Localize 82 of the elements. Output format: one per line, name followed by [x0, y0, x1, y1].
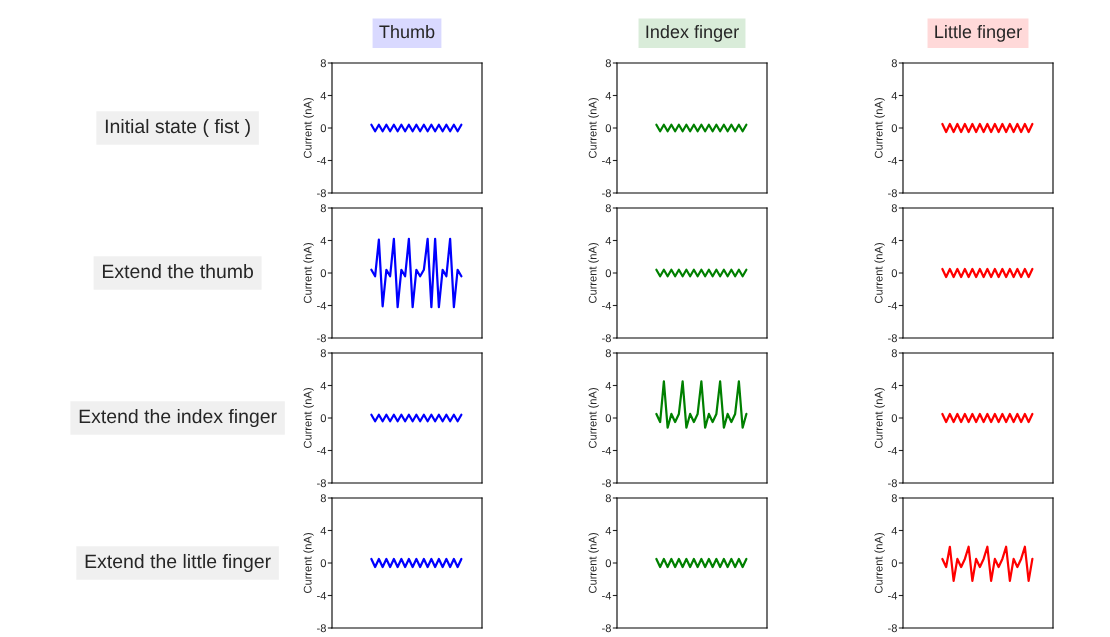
y-tick-label: -4: [317, 301, 327, 310]
y-axis-title: Current (nA): [303, 388, 314, 448]
y-axis-title: Current (nA): [303, 243, 314, 303]
y-tick-label: 4: [605, 381, 612, 390]
y-tick-label: -8: [317, 624, 326, 633]
line-series: [941, 545, 1034, 582]
y-tick-label: 8: [320, 494, 326, 503]
y-tick-label: -8: [602, 479, 611, 488]
y-axis-title: Current (nA): [588, 533, 599, 593]
y-tick-label: -8: [602, 624, 611, 633]
y-tick-label: -8: [317, 479, 326, 488]
y-tick-label: 8: [891, 349, 897, 358]
y-axis-title: Current (nA): [874, 388, 885, 448]
text: Extend the index finger: [79, 408, 277, 428]
y-axis-title: Current (nA): [874, 243, 885, 303]
y-tick-label: 8: [320, 59, 326, 68]
y-tick-label: 4: [320, 91, 327, 100]
y-tick-label: 8: [891, 59, 897, 68]
chart-title: Index finger: [646, 24, 739, 42]
y-tick-label: -4: [317, 446, 327, 455]
y-tick-label: 4: [320, 236, 327, 245]
text: Extend the little finger: [85, 553, 271, 573]
line-series: [370, 237, 463, 309]
text: Initial state ( fist ): [105, 118, 250, 138]
y-tick-label: 8: [891, 494, 897, 503]
y-tick-label: -4: [602, 156, 612, 165]
y-tick-label: 4: [320, 526, 327, 535]
y-tick-label: 8: [605, 204, 611, 213]
y-axis-title: Current (nA): [874, 533, 885, 593]
line-series: [655, 380, 748, 429]
y-tick-label: 4: [891, 91, 898, 100]
y-axis-title: Current (nA): [588, 98, 599, 158]
y-axis-title: Current (nA): [588, 388, 599, 448]
chart-title: Little finger: [935, 24, 1022, 42]
y-tick-label: 4: [605, 526, 612, 535]
y-tick-label: 0: [891, 414, 898, 423]
chart-title: Thumb: [379, 24, 435, 39]
y-tick-label: 4: [891, 381, 898, 390]
y-tick-label: 0: [605, 269, 612, 278]
y-tick-label: 0: [891, 559, 898, 568]
y-tick-label: -8: [888, 479, 897, 488]
y-tick-label: -8: [888, 624, 897, 633]
y-tick-label: -8: [602, 189, 611, 198]
y-tick-label: 0: [605, 124, 612, 133]
y-tick-label: -4: [317, 591, 327, 600]
y-tick-label: -4: [888, 446, 898, 455]
y-tick-label: -4: [888, 301, 898, 310]
text: Extend the thumb: [102, 263, 253, 279]
y-axis-title: Current (nA): [874, 98, 885, 158]
y-tick-label: -4: [317, 156, 327, 165]
y-tick-label: 4: [605, 91, 612, 100]
y-tick-label: -4: [602, 591, 612, 600]
y-axis-title: Current (nA): [303, 98, 314, 158]
y-tick-label: 4: [891, 236, 898, 245]
y-tick-label: 8: [320, 204, 326, 213]
y-tick-label: 8: [891, 204, 897, 213]
y-tick-label: -4: [602, 446, 612, 455]
y-tick-label: 0: [320, 269, 327, 278]
y-tick-label: 8: [320, 349, 326, 358]
y-tick-label: 4: [891, 526, 898, 535]
y-tick-label: -4: [888, 156, 898, 165]
y-tick-label: 0: [891, 269, 898, 278]
y-tick-label: 0: [605, 414, 612, 423]
y-tick-label: 0: [605, 559, 612, 568]
y-tick-label: -4: [602, 301, 612, 310]
y-tick-label: 8: [605, 349, 611, 358]
y-tick-label: 8: [605, 59, 611, 68]
y-axis-title: Current (nA): [588, 243, 599, 303]
y-tick-label: 0: [320, 559, 327, 568]
y-tick-label: 0: [320, 124, 327, 133]
y-tick-label: -8: [317, 334, 326, 343]
y-tick-label: 8: [605, 494, 611, 503]
y-tick-label: -8: [888, 189, 897, 198]
y-tick-label: -8: [602, 334, 611, 343]
y-tick-label: 4: [605, 236, 612, 245]
y-axis-title: Current (nA): [303, 533, 314, 593]
y-tick-label: -8: [888, 334, 897, 343]
y-tick-label: 4: [320, 381, 327, 390]
y-tick-label: 0: [320, 414, 327, 423]
y-tick-label: -4: [888, 591, 898, 600]
y-tick-label: 0: [891, 124, 898, 133]
y-tick-label: -8: [317, 189, 326, 198]
